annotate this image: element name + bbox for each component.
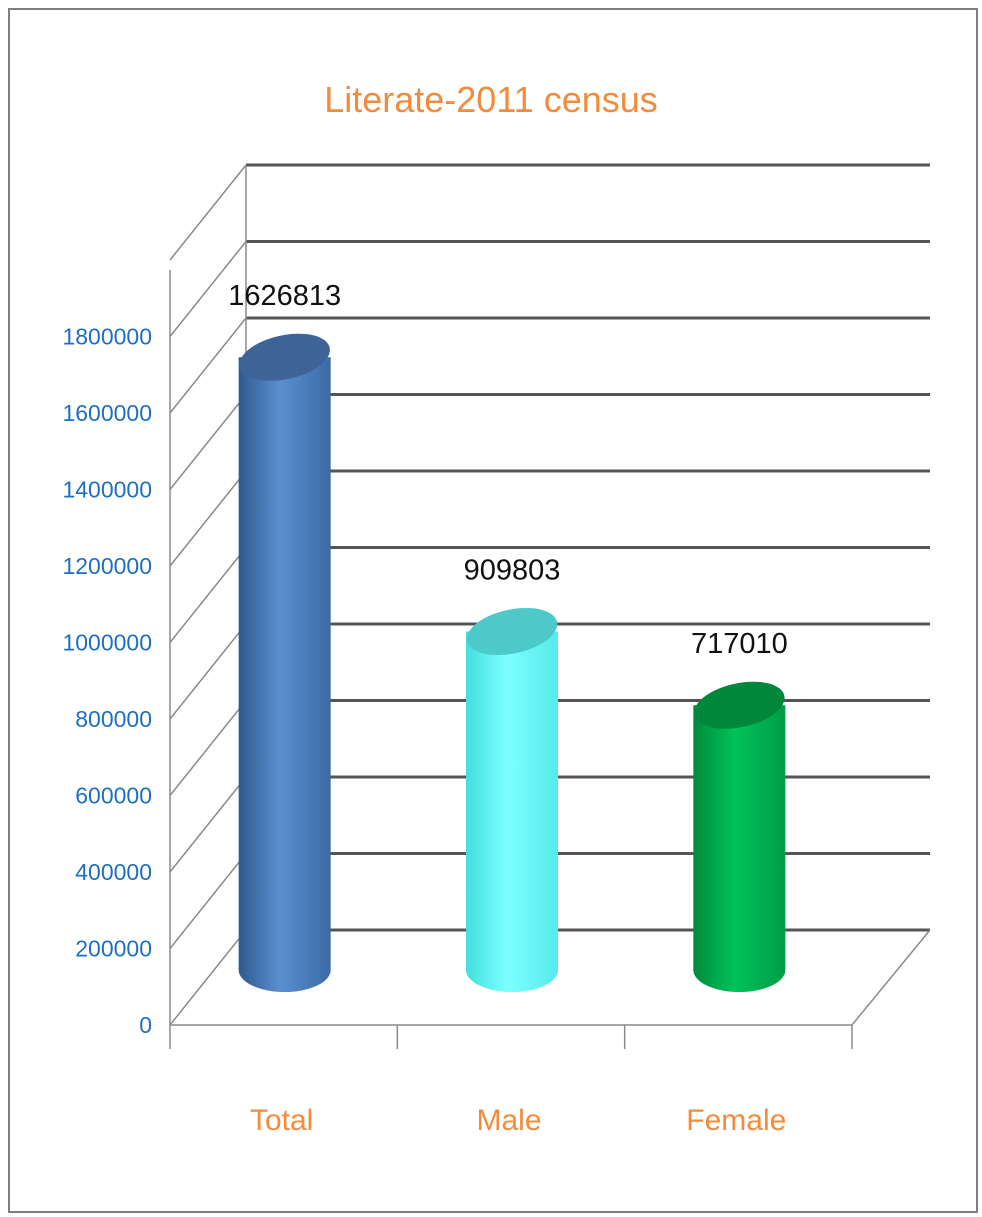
data-labels: 1626813 909803 717010: [228, 280, 788, 660]
data-label: 1626813: [228, 280, 341, 312]
data-label: 717010: [691, 628, 788, 660]
y-tick-label: 1200000: [62, 553, 152, 579]
side-gridline: [169, 700, 247, 796]
bar-base: [466, 948, 558, 992]
bar-base: [238, 948, 331, 992]
x-tick-labels: Total Male Female: [250, 1104, 786, 1137]
bar-body: [693, 705, 786, 970]
floor-left-edge: [169, 929, 247, 1026]
gridlines: [169, 163, 930, 949]
x-tick-label: Male: [476, 1104, 541, 1137]
side-gridline: [169, 317, 247, 414]
x-tick-label: Total: [250, 1104, 313, 1137]
bar: [693, 681, 786, 992]
y-tick-labels: 0 200000 400000 600000 800000 1000000 1200000 1…: [62, 324, 152, 1039]
floor-right-edge: [851, 929, 931, 1026]
y-tick-label: 1000000: [62, 630, 152, 656]
side-gridline: [169, 470, 247, 567]
bar-body: [238, 357, 331, 970]
side-gridline: [169, 547, 247, 643]
side-gridline: [169, 623, 247, 720]
side-gridline: [169, 853, 247, 949]
side-gridline: [169, 241, 247, 337]
bar-base: [693, 948, 786, 992]
y-tick-label: 600000: [75, 783, 152, 809]
y-tick-label: 1600000: [62, 400, 152, 426]
side-gridline: [169, 394, 247, 490]
y-tick-label: 0: [139, 1012, 152, 1038]
y-tick-label: 400000: [75, 859, 152, 885]
bars: [238, 333, 786, 992]
y-tick-label: 1400000: [62, 477, 152, 503]
bar-top: [694, 681, 785, 729]
bar-body: [466, 631, 558, 970]
side-gridline: [169, 164, 247, 261]
y-tick-label: 1800000: [62, 324, 152, 350]
x-tick-label: Female: [686, 1104, 786, 1137]
y-tick-label: 200000: [75, 936, 152, 962]
bar: [238, 333, 331, 992]
chart-title: Literate-2011 census: [324, 79, 658, 120]
bar: [466, 607, 558, 992]
y-tick-label: 800000: [75, 706, 152, 732]
bar-top: [239, 333, 330, 381]
side-gridline: [169, 776, 247, 873]
bar-top: [466, 607, 558, 656]
data-label: 909803: [464, 555, 561, 587]
